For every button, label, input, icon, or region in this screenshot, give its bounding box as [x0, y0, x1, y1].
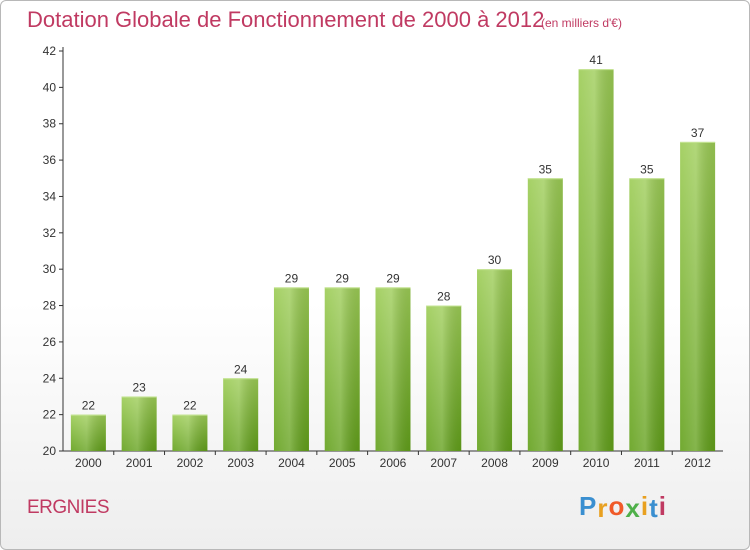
chart-subtitle: (en milliers d'€)	[541, 16, 622, 30]
logo-letter: t	[649, 493, 659, 523]
y-tick-label: 24	[43, 371, 57, 385]
y-tick-label: 22	[43, 408, 57, 422]
commune-name: ERGNIES	[27, 497, 110, 518]
bar-shine-2011	[629, 178, 665, 452]
bar-shine-2000	[70, 414, 106, 451]
chart-title: Dotation Globale de Fonctionnement de 20…	[27, 7, 545, 32]
logo-letter: i	[640, 491, 650, 521]
bar-shine-2004	[273, 287, 309, 451]
bar-shine-2010	[578, 69, 614, 451]
y-tick-label: 42	[43, 44, 57, 58]
x-tick-label-2007: 2007	[430, 456, 457, 470]
data-label-2008: 30	[488, 253, 502, 267]
y-tick-label: 28	[43, 299, 57, 313]
y-tick-label: 34	[43, 189, 57, 203]
x-tick-label-2000: 2000	[75, 456, 102, 470]
bar-shine-2005	[324, 287, 360, 451]
logo-letter: r	[597, 493, 609, 523]
data-label-2006: 29	[386, 271, 400, 285]
x-tick-label-2012: 2012	[684, 456, 711, 470]
x-tick-label-2006: 2006	[380, 456, 407, 470]
data-label-2012: 37	[691, 126, 705, 140]
x-tick-label-2011: 2011	[634, 456, 660, 470]
data-label-2005: 29	[336, 271, 350, 285]
bar-shine-2002	[172, 414, 208, 451]
y-tick-label: 20	[43, 444, 57, 458]
y-tick-label: 26	[43, 335, 57, 349]
x-tick-label-2008: 2008	[481, 456, 508, 470]
y-tick-label: 40	[43, 80, 57, 94]
bar-shine-2012	[680, 141, 716, 451]
data-label-2003: 24	[234, 362, 248, 376]
data-label-2009: 35	[539, 162, 553, 176]
y-tick-label: 38	[43, 117, 57, 131]
x-tick-label-2002: 2002	[177, 456, 204, 470]
x-tick-label-2005: 2005	[329, 456, 356, 470]
data-label-2000: 22	[82, 399, 96, 413]
bar-chart: 20 22 24 26 28 30 32 34 36 38 40 42 2000 2001 2002 2003…	[43, 44, 723, 470]
logo-letter: P	[579, 491, 598, 521]
bar-shine-2007	[426, 305, 462, 451]
logo-letter: o	[608, 491, 626, 521]
x-tick-label-2003: 2003	[227, 456, 254, 470]
bar-shine-2003	[223, 378, 259, 451]
y-tick-label: 36	[43, 153, 57, 167]
proxiti-logo: Proxiti	[579, 491, 667, 523]
x-tick-label-2009: 2009	[532, 456, 559, 470]
x-tick-label-2001: 2001	[126, 456, 153, 470]
logo-letter: i	[658, 491, 667, 521]
bar-shine-2001	[121, 396, 157, 451]
bar-shine-2008	[477, 269, 513, 451]
data-label-2002: 22	[183, 399, 197, 413]
y-tick-label: 30	[43, 262, 57, 276]
bar-shine-2006	[375, 287, 411, 451]
data-label-2010: 41	[589, 53, 603, 67]
x-tick-label-2010: 2010	[583, 456, 610, 470]
x-tick-label-2004: 2004	[278, 456, 305, 470]
bar-shine-2009	[527, 178, 563, 452]
logo-letter: x	[625, 493, 641, 523]
data-label-2001: 23	[132, 380, 146, 394]
data-label-2011: 35	[640, 162, 654, 176]
data-label-2004: 29	[285, 271, 299, 285]
data-label-2007: 28	[437, 290, 451, 304]
y-tick-label: 32	[43, 226, 57, 240]
